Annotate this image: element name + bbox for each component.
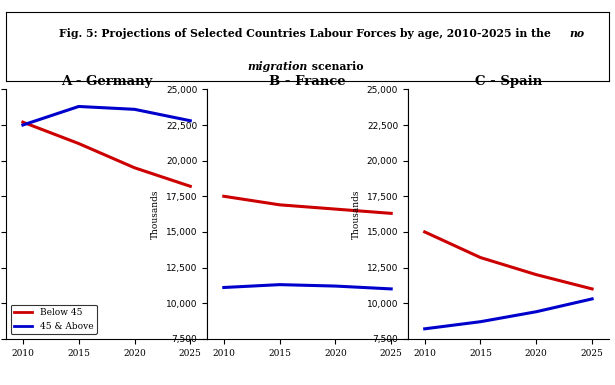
Text: scenario: scenario (308, 60, 363, 72)
Title: C - Spain: C - Spain (475, 75, 542, 88)
Text: Fig. 5: Projections of Selected Countries Labour Forces by age, 2010-2025 in the: Fig. 5: Projections of Selected Countrie… (58, 28, 557, 39)
Legend: Below 45, 45 & Above: Below 45, 45 & Above (10, 305, 97, 334)
Title: A - Germany: A - Germany (61, 75, 153, 88)
Title: B - France: B - France (269, 75, 346, 88)
Text: migration: migration (247, 60, 308, 72)
Y-axis label: Thousands: Thousands (151, 189, 161, 239)
Y-axis label: Thousands: Thousands (352, 189, 361, 239)
Text: no: no (569, 28, 585, 39)
